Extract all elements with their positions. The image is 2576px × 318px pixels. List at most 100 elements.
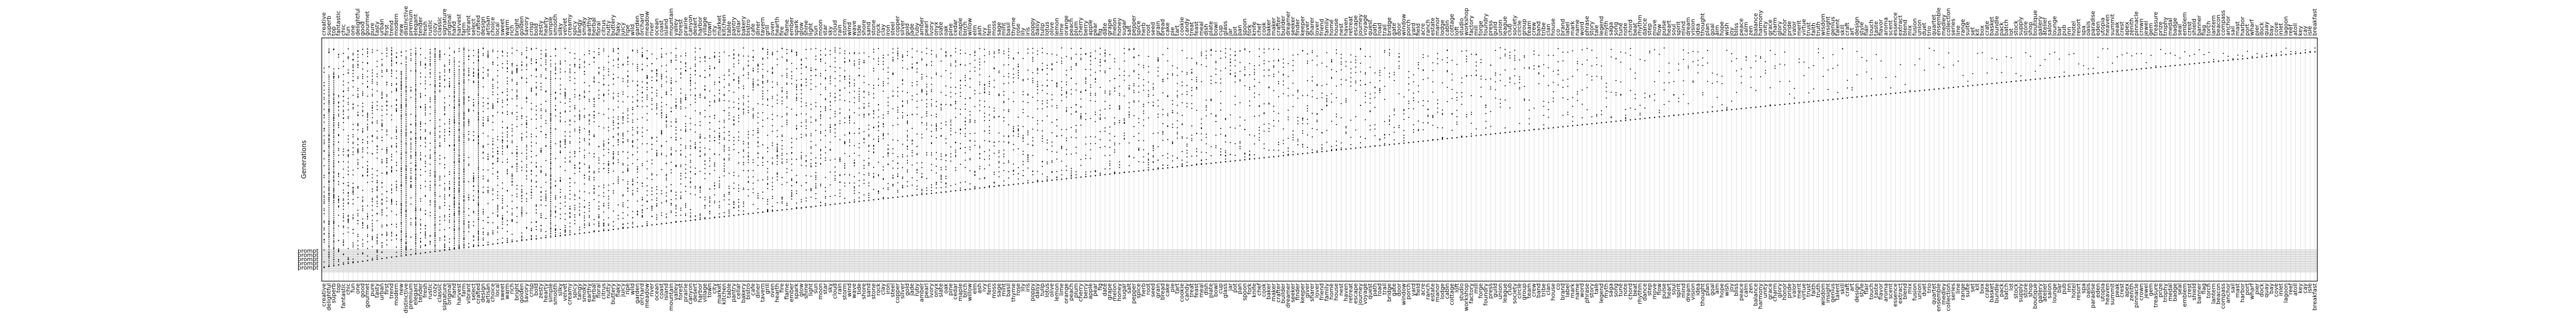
occurrence-point xyxy=(825,110,826,111)
occurrence-point xyxy=(805,66,806,67)
occurrence-point xyxy=(844,79,845,80)
occurrence-point xyxy=(483,245,484,246)
occurrence-point xyxy=(396,71,397,72)
occurrence-point xyxy=(671,53,672,54)
occurrence-point xyxy=(458,191,459,192)
occurrence-point xyxy=(603,84,604,85)
occurrence-point xyxy=(791,49,792,51)
occurrence-point xyxy=(487,222,488,223)
occurrence-point xyxy=(410,254,411,255)
occurrence-point xyxy=(420,48,421,49)
occurrence-point xyxy=(560,63,561,64)
occurrence-point xyxy=(758,208,759,210)
occurrence-point xyxy=(651,71,652,72)
occurrence-point xyxy=(526,47,527,48)
occurrence-point xyxy=(758,80,759,81)
occurrence-point xyxy=(719,62,720,63)
occurrence-point xyxy=(661,202,662,203)
occurrence-point xyxy=(569,72,570,73)
occurrence-point xyxy=(362,261,363,262)
occurrence-point xyxy=(632,81,633,82)
occurrence-point xyxy=(651,206,652,207)
occurrence-point xyxy=(840,182,841,183)
occurrence-point xyxy=(458,207,459,208)
occurrence-point xyxy=(830,160,831,161)
occurrence-point xyxy=(522,118,523,119)
occurrence-point xyxy=(540,90,541,91)
occurrence-point xyxy=(594,99,595,100)
occurrence-point xyxy=(507,145,508,146)
occurrence-point xyxy=(333,248,334,249)
occurrence-point xyxy=(473,104,474,105)
occurrence-point xyxy=(815,48,816,49)
occurrence-point xyxy=(411,147,412,148)
occurrence-point xyxy=(651,77,652,78)
occurrence-point xyxy=(430,114,431,115)
occurrence-point xyxy=(367,170,368,171)
occurrence-point xyxy=(661,131,662,132)
occurrence-point xyxy=(458,247,459,249)
occurrence-point xyxy=(507,146,508,147)
occurrence-point xyxy=(324,234,325,235)
occurrence-point xyxy=(522,167,523,168)
occurrence-point xyxy=(603,193,604,194)
occurrence-point xyxy=(565,98,566,99)
occurrence-point xyxy=(507,71,508,72)
occurrence-point xyxy=(493,144,494,145)
occurrence-point xyxy=(729,69,730,71)
occurrence-point xyxy=(719,207,720,208)
occurrence-point xyxy=(439,220,441,221)
occurrence-point xyxy=(758,193,759,194)
occurrence-point xyxy=(512,72,513,73)
occurrence-point xyxy=(487,159,488,160)
occurrence-point xyxy=(844,135,845,136)
occurrence-point xyxy=(391,240,392,241)
occurrence-point xyxy=(603,220,604,221)
occurrence-point xyxy=(372,110,373,111)
occurrence-point xyxy=(425,233,426,234)
occurrence-point xyxy=(729,101,730,102)
occurrence-point xyxy=(550,71,551,72)
occurrence-point xyxy=(493,105,494,106)
occurrence-point xyxy=(714,163,715,164)
occurrence-point xyxy=(613,122,614,123)
occurrence-point xyxy=(642,136,643,137)
occurrence-point xyxy=(666,174,667,175)
occurrence-point xyxy=(512,208,513,210)
occurrence-point xyxy=(651,98,652,99)
occurrence-point xyxy=(637,64,638,65)
occurrence-point xyxy=(772,182,773,183)
occurrence-point xyxy=(376,242,377,243)
occurrence-point xyxy=(468,197,469,198)
occurrence-point xyxy=(468,125,469,126)
occurrence-point xyxy=(338,225,339,226)
occurrence-point xyxy=(347,150,349,151)
occurrence-point xyxy=(835,93,836,94)
occurrence-point xyxy=(324,131,325,132)
occurrence-point xyxy=(574,217,575,218)
occurrence-point xyxy=(324,242,325,243)
occurrence-point xyxy=(497,208,498,209)
occurrence-point xyxy=(758,141,759,142)
occurrence-point xyxy=(347,199,349,200)
occurrence-point xyxy=(569,121,570,122)
occurrence-point xyxy=(401,82,402,83)
occurrence-point xyxy=(589,99,590,100)
occurrence-point xyxy=(487,55,488,56)
occurrence-point xyxy=(868,56,870,57)
occurrence-point xyxy=(666,196,667,197)
occurrence-point xyxy=(854,160,855,161)
occurrence-point xyxy=(685,126,686,127)
occurrence-point xyxy=(367,62,368,63)
occurrence-point xyxy=(569,208,570,210)
occurrence-point xyxy=(415,152,416,153)
occurrence-point xyxy=(401,231,402,232)
occurrence-point xyxy=(507,114,508,115)
occurrence-point xyxy=(594,117,595,118)
occurrence-point xyxy=(695,146,696,147)
occurrence-point xyxy=(540,58,541,59)
occurrence-point xyxy=(835,125,836,126)
occurrence-point xyxy=(483,232,484,233)
occurrence-point xyxy=(685,215,686,216)
occurrence-point xyxy=(603,101,604,102)
